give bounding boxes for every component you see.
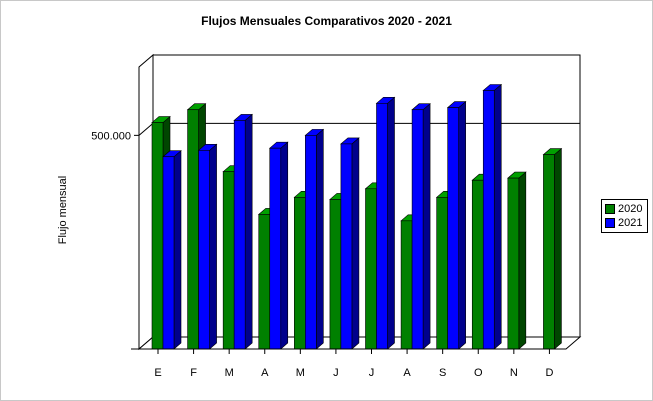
bar-2020-2 [187, 109, 199, 350]
bar-2021-2 [198, 150, 210, 350]
x-tick-label-6: J [333, 367, 339, 379]
bar-2021-9 [447, 107, 459, 350]
x-tick-label-3: M [225, 367, 234, 379]
bar-2020-3 [222, 171, 235, 350]
bar-2021-8 [411, 109, 424, 350]
bar-2021-10 [482, 90, 495, 350]
legend-swatch-2020 [605, 204, 615, 214]
x-tick-label-7: J [369, 367, 375, 379]
chart-title: Flujos Mensuales Comparativos 2020 - 202… [201, 14, 452, 28]
x-tick-label-9: S [439, 367, 446, 379]
legend-label-2020: 2020 [618, 203, 643, 215]
bar-2021-5 [305, 135, 317, 350]
legend: 2020 2021 [601, 199, 648, 233]
bar-2021-10-side [493, 83, 502, 350]
legend-item-2020: 2020 [605, 202, 644, 216]
plot-side-wall [138, 53, 154, 351]
bar-2020-10 [471, 179, 484, 350]
bar-2020-4 [258, 214, 271, 350]
x-tick-label-2: F [190, 367, 197, 379]
legend-label-2021: 2021 [618, 217, 643, 229]
bar-2020-12-side [554, 147, 562, 350]
bar-2020-7 [365, 188, 377, 350]
x-tick-label-4: A [261, 367, 269, 379]
bar-2020-11-side [518, 171, 527, 350]
bar-2021-1-side [173, 150, 182, 350]
bar-2021-6 [340, 143, 353, 350]
x-tick-label-5: M [296, 367, 305, 379]
bar-2021-9-side [458, 100, 466, 350]
bar-2021-2-side [209, 143, 217, 350]
x-tick-label-8: A [403, 367, 411, 379]
x-tick-label-1: E [154, 367, 161, 379]
bar-2020-9 [436, 197, 448, 350]
bar-2021-3 [233, 120, 246, 350]
bar-2021-7 [376, 103, 388, 350]
bar-2021-4-side [280, 141, 289, 350]
bar-2021-3-side [244, 113, 253, 350]
bar-2021-8-side [422, 103, 431, 350]
legend-item-2021: 2021 [605, 216, 644, 230]
bar-2020-5 [294, 197, 306, 350]
bar-2020-6 [329, 199, 342, 350]
bar-2021-6-side [351, 137, 360, 350]
y-tick-label-0: 500.000 [91, 130, 131, 142]
legend-swatch-2021 [605, 218, 615, 228]
bar-2020-12 [543, 154, 555, 350]
x-tick-label-11: N [510, 367, 518, 379]
bar-2020-11 [507, 177, 520, 350]
bar-2020-8 [400, 220, 413, 350]
bar-2021-1 [162, 156, 175, 350]
bar-2020-1 [151, 122, 164, 350]
gridline-side-0 [138, 122, 154, 136]
x-tick-label-10: O [474, 367, 483, 379]
bar-2021-5-side [316, 128, 324, 350]
x-tick-label-12: D [545, 367, 553, 379]
bar-2021-7-side [387, 96, 395, 350]
bar-2021-4 [269, 147, 282, 350]
